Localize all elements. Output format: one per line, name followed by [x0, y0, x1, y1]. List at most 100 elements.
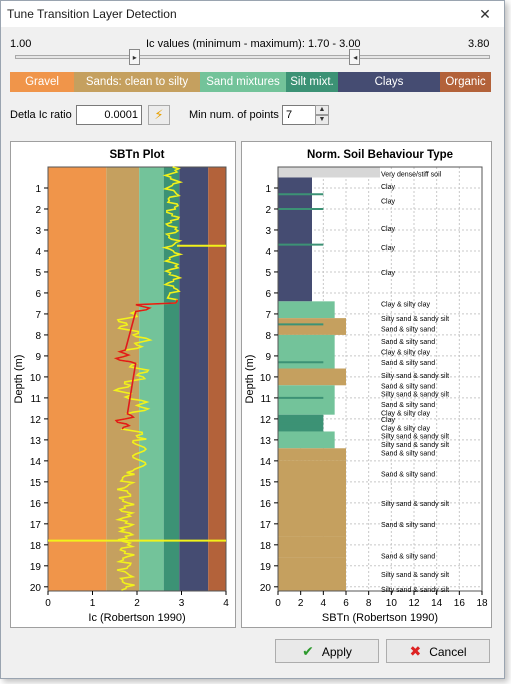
soil-layer-bar	[278, 177, 312, 302]
layer-label: Sand & silty sand	[381, 339, 435, 346]
spin-down-icon[interactable]: ▼	[315, 115, 329, 125]
y-tick-label: 5	[35, 268, 41, 279]
zone-sands-clean-to-silty: Sands: clean to silty	[74, 72, 200, 92]
x-tick-label: 0	[275, 598, 281, 609]
y-tick-label: 2	[265, 205, 271, 216]
layer-label: Silty sand & sandy silt	[381, 501, 449, 508]
delta-ic-label: Detla Ic ratio	[10, 109, 72, 121]
x-tick-label: 8	[366, 598, 372, 609]
check-icon: ✔	[302, 643, 314, 659]
window-title: Tune Transition Layer Detection	[7, 7, 177, 21]
layer-label: Clay & silty clay	[381, 350, 431, 357]
zone-band	[48, 167, 107, 591]
y-tick-label: 10	[30, 373, 42, 384]
slider-max-label: 3.80	[468, 38, 490, 50]
y-tick-label: 3	[35, 226, 41, 237]
layer-label: Sand & silty sand	[381, 553, 435, 560]
y-tick-label: 18	[260, 541, 272, 552]
slider-caption: Ic values (minimum - maximum): 1.70 - 3.…	[146, 38, 361, 50]
soil-layer-bar	[278, 334, 335, 369]
handle-arrow-icon: ▸	[132, 53, 137, 62]
y-tick-label: 17	[30, 520, 42, 531]
layer-label: Sand & silty sand	[381, 327, 435, 334]
y-tick-label: 7	[265, 310, 271, 321]
layer-label: Sand & silty sand	[381, 522, 435, 529]
soil-layer-bar	[278, 301, 335, 319]
soil-layer-bar	[278, 536, 346, 558]
y-tick-label: 14	[30, 457, 42, 468]
layer-label: Silty sand & sandy silt	[381, 316, 449, 323]
soil-layer-bar	[278, 448, 346, 461]
cancel-button[interactable]: ✖ Cancel	[386, 639, 490, 663]
soil-layer-bar	[278, 318, 346, 335]
y-tick-label: 20	[30, 583, 42, 594]
soil-zone-legend: Gravel Sands: clean to silty Sand mixtures…	[10, 72, 491, 92]
ic-range-slider[interactable]	[15, 55, 490, 59]
zone-clays: Clays	[338, 72, 440, 92]
y-tick-label: 18	[30, 541, 42, 552]
soil-layer-bar	[278, 557, 346, 591]
slider-high-handle[interactable]: ◂	[349, 49, 361, 65]
y-tick-label: 12	[260, 415, 272, 426]
close-icon[interactable]: ✕	[479, 6, 491, 22]
zone-organic: Organic	[440, 72, 491, 92]
sbtn-plot-chart: SBTn Plot1234567891011121314151617181920…	[13, 149, 229, 624]
layer-label: Sand & silty sand	[381, 360, 435, 367]
layer-label: Silty sand & sandy silt	[381, 434, 449, 441]
layer-label: Clay	[381, 270, 396, 277]
y-tick-label: 15	[30, 478, 42, 489]
y-tick-label: 7	[35, 310, 41, 321]
x-tick-label: 2	[298, 598, 304, 609]
x-tick-label: 18	[476, 598, 488, 609]
y-tick-label: 1	[35, 184, 41, 195]
title-bar: Tune Transition Layer Detection ✕	[1, 1, 504, 27]
y-tick-label: 19	[30, 562, 42, 573]
handle-arrow-icon: ◂	[353, 53, 358, 62]
y-axis-label: Depth (m)	[244, 355, 256, 404]
x-tick-label: 4	[223, 598, 229, 609]
x-tick-label: 12	[408, 598, 420, 609]
delta-ic-input[interactable]: 0.0001	[76, 105, 142, 125]
plot-frame	[277, 166, 483, 592]
sbtn-plot-panel: SBTn Plot 1 2 3 4 5 6 7 8 9 10 11 12 13 14 15 16 17 18 19 20…	[10, 141, 236, 628]
zone-band	[163, 167, 180, 591]
soil-behaviour-chart: Norm. Soil Behaviour Type Very dense/stif…	[244, 149, 488, 624]
y-tick-label: 16	[260, 499, 272, 510]
x-tick-label: 4	[321, 598, 327, 609]
y-tick-label: 10	[260, 373, 272, 384]
layer-label: Clay & silty clay	[381, 425, 431, 432]
layer-label: Very dense/stiff soil	[381, 171, 442, 178]
spin-up-icon[interactable]: ▲	[315, 105, 329, 115]
y-tick-label: 9	[265, 352, 271, 363]
y-tick-label: 17	[260, 520, 272, 531]
min-points-input[interactable]: 7	[282, 105, 316, 125]
y-tick-label: 4	[35, 247, 41, 258]
layer-label: Sand & silty sand	[381, 383, 435, 390]
y-tick-label: 4	[265, 247, 271, 258]
soil-layer-bar	[278, 460, 346, 537]
layer-label: Clay	[381, 199, 396, 206]
layer-label: Clay & silty clay	[381, 301, 431, 308]
x-tick-label: 2	[134, 598, 140, 609]
layer-label: Silty sand & sandy silt	[381, 392, 449, 399]
y-tick-label: 1	[265, 184, 271, 195]
lightning-icon[interactable]: ⚡	[148, 105, 170, 125]
y-tick-label: 8	[265, 331, 271, 342]
soil-behaviour-panel: Norm. Soil Behaviour Type Very dense/stif…	[241, 141, 492, 628]
y-tick-label: 9	[35, 352, 41, 363]
transition-layer-line	[113, 299, 178, 430]
x-tick-label: 14	[431, 598, 443, 609]
layer-label: Sand & silty sand	[381, 450, 435, 457]
x-axis-label: Ic (Robertson 1990)	[88, 612, 185, 624]
layer-label: Silty sand & sandy silt	[381, 587, 449, 594]
soil-layer-bar	[278, 385, 335, 415]
slider-low-handle[interactable]: ▸	[128, 49, 140, 65]
apply-button[interactable]: ✔ Apply	[275, 639, 379, 663]
x-axis-label: SBTn (Robertson 1990)	[322, 612, 438, 624]
x-tick-label: 3	[179, 598, 185, 609]
zone-silt-mixt: Silt mixt.	[286, 72, 338, 92]
soil-layer-bar	[278, 368, 346, 386]
zone-band	[208, 167, 226, 591]
slider-min-label: 1.00	[10, 38, 32, 50]
